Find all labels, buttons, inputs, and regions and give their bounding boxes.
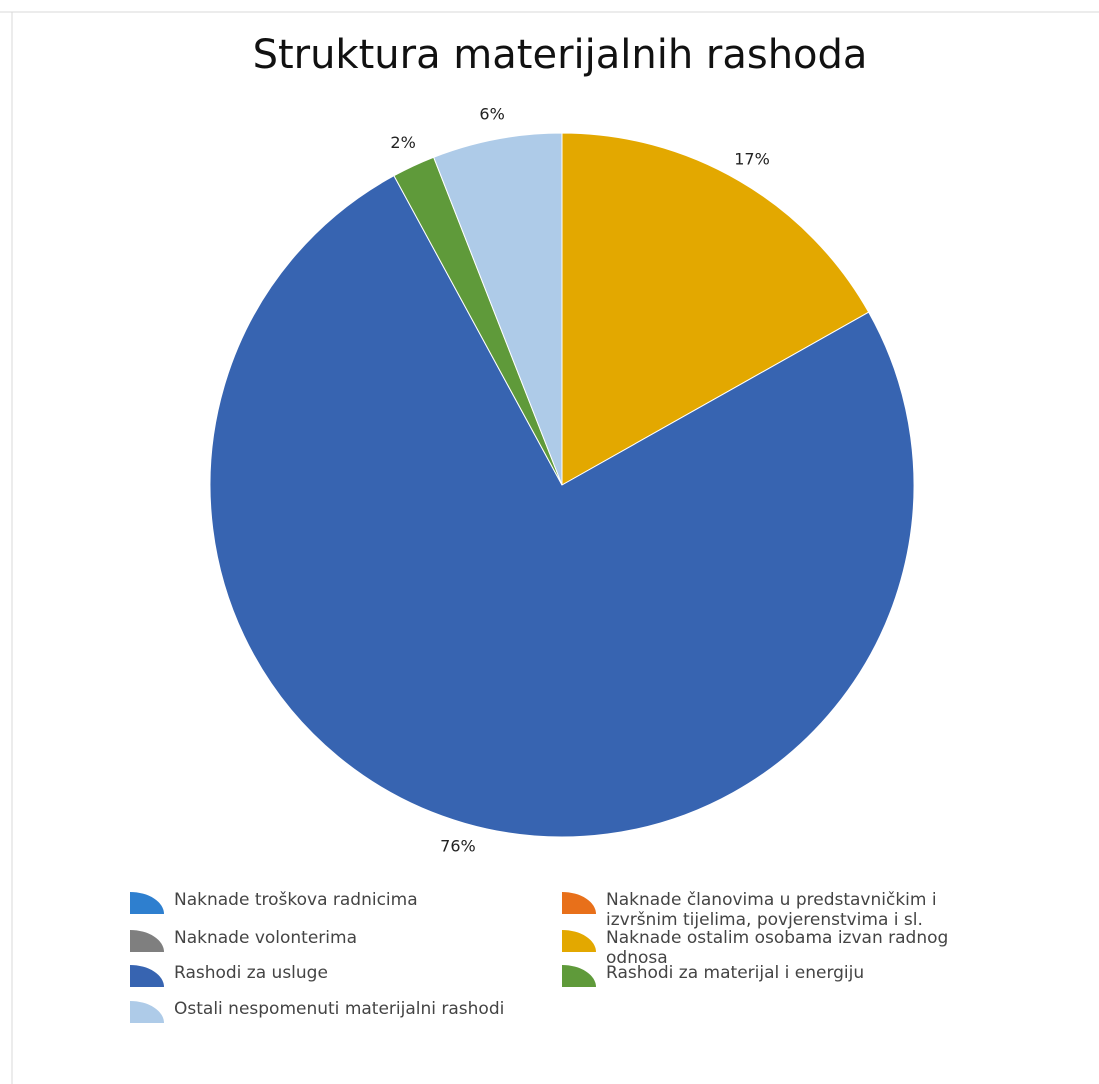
legend-item: Ostali nespomenuti materijalni rashodi xyxy=(128,999,528,1025)
legend-item: Rashodi za materijal i energiju xyxy=(560,963,960,989)
data-label: 6% xyxy=(479,104,504,123)
legend-item: Naknade troškova radnicima xyxy=(128,890,528,916)
legend-icon xyxy=(130,930,164,952)
legend-label: Naknade troškova radnicima xyxy=(174,890,418,910)
legend-swatch xyxy=(130,892,164,914)
legend-swatch xyxy=(562,930,596,952)
legend-label: Naknade ostalim osobama izvan radnog odn… xyxy=(606,928,949,968)
legend-item: Naknade članovima u predstavničkim i izv… xyxy=(560,890,960,930)
legend-label: Naknade članovima u predstavničkim i izv… xyxy=(606,890,937,930)
pie-slice xyxy=(209,175,915,838)
legend-label: Rashodi za usluge xyxy=(174,963,328,983)
legend-item: Rashodi za usluge xyxy=(128,963,528,989)
legend-label: Rashodi za materijal i energiju xyxy=(606,963,865,983)
pie-slice xyxy=(561,132,870,486)
legend-label: Naknade volonterima xyxy=(174,928,357,948)
data-label: 17% xyxy=(734,149,770,168)
legend-item: Naknade volonterima xyxy=(128,928,528,954)
legend-swatch xyxy=(562,965,596,987)
data-label: 2% xyxy=(390,133,415,152)
legend-label: Ostali nespomenuti materijalni rashodi xyxy=(174,999,505,1019)
legend-swatch xyxy=(130,930,164,952)
legend-icon xyxy=(130,1001,164,1023)
legend-swatch xyxy=(130,1001,164,1023)
legend-icon xyxy=(130,965,164,987)
legend-item: Naknade ostalim osobama izvan radnog odn… xyxy=(560,928,960,968)
legend-icon xyxy=(130,892,164,914)
legend-swatch xyxy=(130,965,164,987)
chart-title: Struktura materijalnih rashoda xyxy=(253,32,868,78)
legend-icon xyxy=(562,930,596,952)
legend-icon xyxy=(562,965,596,987)
pie-slice xyxy=(432,132,563,486)
legend-icon xyxy=(562,892,596,914)
data-label: 76% xyxy=(440,836,476,855)
legend-swatch xyxy=(562,892,596,914)
